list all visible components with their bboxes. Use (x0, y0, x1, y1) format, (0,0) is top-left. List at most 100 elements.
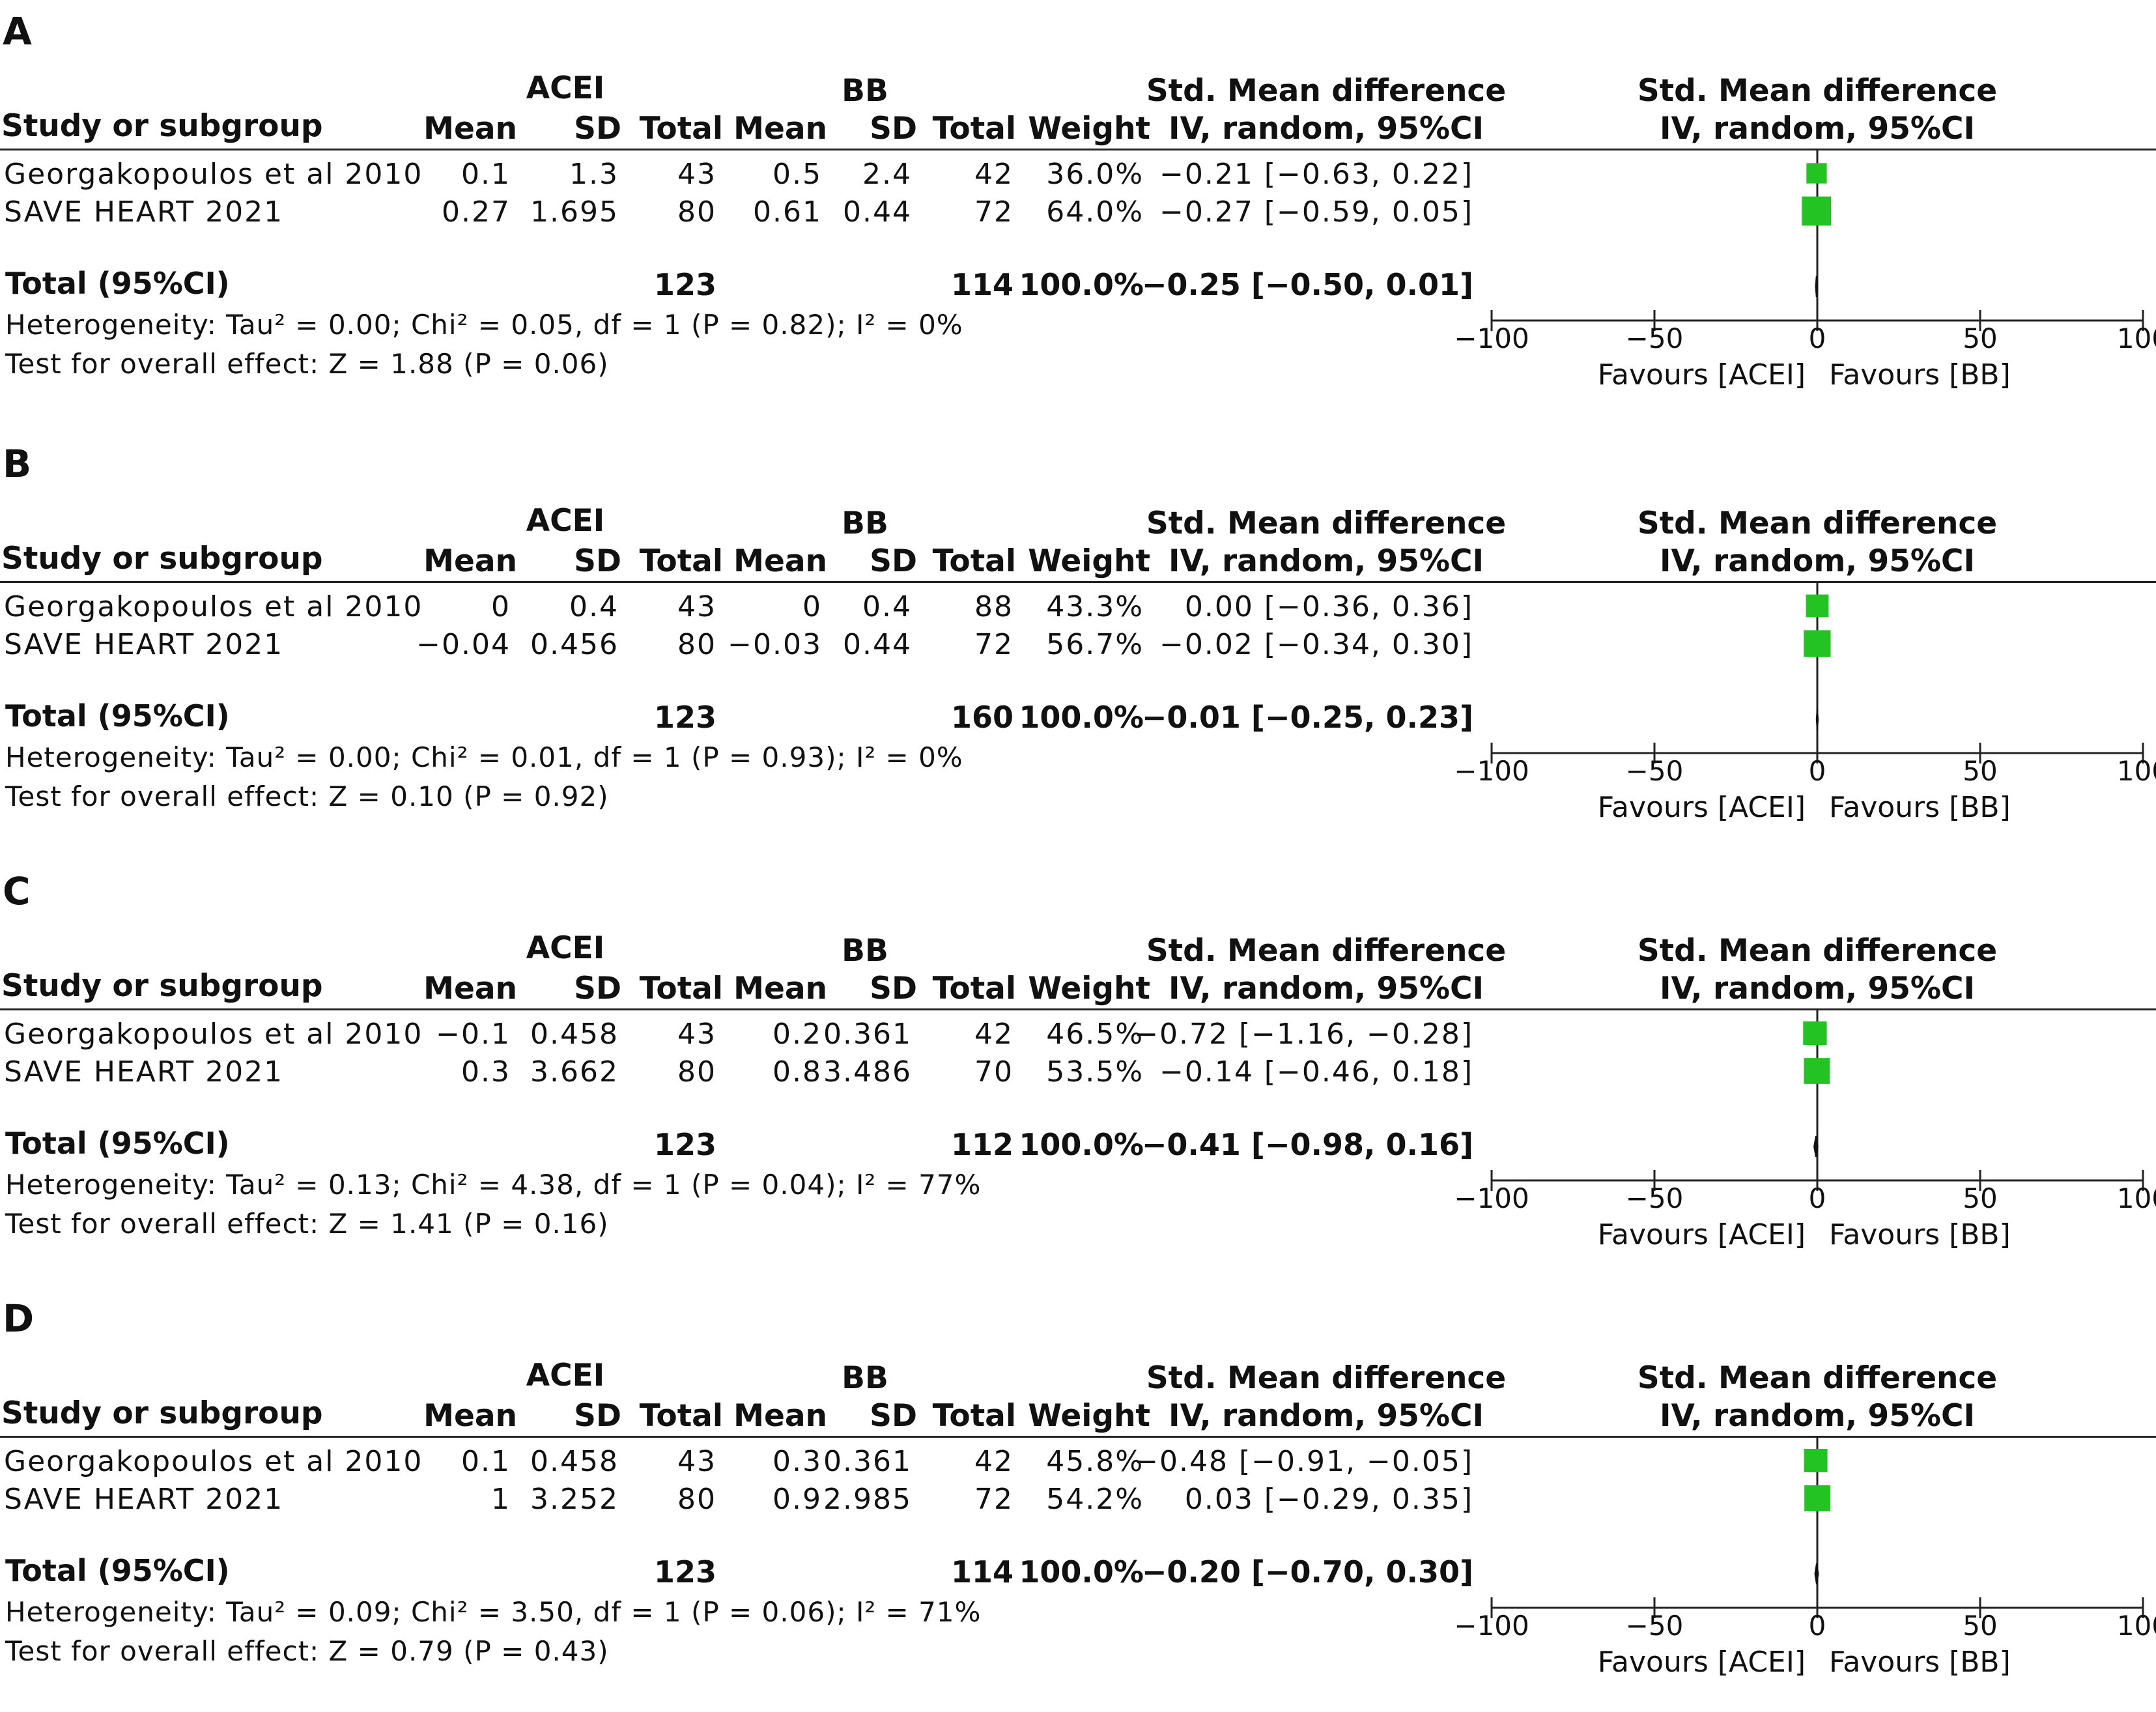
total-ci: −0.41 [−0.98, 0.16] (1141, 1127, 1473, 1162)
plot-method-header: IV, random, 95%CI (1660, 543, 1975, 579)
total1-header: Total (639, 543, 723, 579)
sd2-header: SD (870, 971, 917, 1006)
pooled-diamond (1813, 1135, 1819, 1158)
forest-panel: C ACEI BB Std. Mean difference Std. Mean… (0, 860, 2156, 1285)
sd2-cell: 0.44 (843, 195, 912, 229)
sd1-cell: 1.695 (530, 195, 619, 229)
header-rule (0, 1436, 2156, 1438)
effect-method-header: IV, random, 95%CI (1169, 1398, 1484, 1434)
panel-label: D (3, 1296, 35, 1341)
x-tick-label: 0 (1809, 755, 1826, 787)
mean2-header: Mean (733, 111, 827, 147)
sd2-cell: 0.44 (843, 628, 912, 661)
pooled-diamond (1815, 708, 1819, 730)
total2-header: Total (932, 1398, 1016, 1434)
favours-left-label: Favours [ACEI] (1598, 791, 1806, 824)
total2-sum: 114 (950, 267, 1014, 302)
group2-header: BB (842, 933, 888, 969)
group1-header: ACEI (526, 1358, 605, 1393)
total1-header: Total (639, 111, 723, 147)
favours-right-label: Favours [BB] (1829, 358, 2011, 392)
plot-title-header: Std. Mean difference (1637, 506, 1998, 541)
group2-header: BB (842, 506, 888, 541)
sd1-header: SD (574, 1398, 621, 1434)
sd1-header: SD (574, 543, 621, 579)
sd2-cell: 3.486 (823, 1055, 912, 1089)
weight-header: Weight (1028, 971, 1150, 1006)
forest-plot-area: −100 −50 0 50 100 Favours [ACEI] Favours [BB] (1454, 1437, 2156, 1679)
total1-sum: 123 (653, 267, 716, 302)
plot-method-header: IV, random, 95%CI (1660, 1398, 1975, 1434)
plot-title-header: Std. Mean difference (1637, 1360, 1998, 1396)
weight-header: Weight (1028, 1398, 1150, 1434)
sd2-header: SD (870, 543, 917, 579)
study-header: Study or subgroup (1, 108, 323, 144)
overall-effect-text: Test for overall effect: Z = 0.10 (P = 0… (5, 780, 609, 812)
header-rule (0, 1008, 2156, 1010)
x-tick-label: −100 (1454, 1610, 1529, 1642)
favours-right-label: Favours [BB] (1829, 791, 2011, 824)
x-tick-label: 100 (2117, 1610, 2156, 1642)
sd1-header: SD (574, 111, 621, 147)
total2-cell: 42 (974, 1445, 1014, 1478)
study-marker (1806, 594, 1829, 618)
forest-plot-area: −100 −50 0 50 100 Favours [ACEI] Favours [BB] (1454, 582, 2156, 824)
mean1-header: Mean (423, 543, 517, 579)
overall-effect-text: Test for overall effect: Z = 1.88 (P = 0… (5, 348, 609, 380)
group1-header: ACEI (526, 930, 605, 966)
plot-method-header: IV, random, 95%CI (1660, 111, 1975, 147)
group1-header: ACEI (526, 503, 605, 539)
weight-cell: 43.3% (1046, 590, 1144, 623)
x-tick-label: 100 (2117, 322, 2156, 354)
weight-cell: 56.7% (1046, 628, 1144, 661)
mean2-cell: 0.61 (753, 195, 822, 229)
forest-panel: B ACEI BB Std. Mean difference Std. Mean… (0, 433, 2156, 857)
sd2-cell: 2.985 (823, 1483, 912, 1516)
sd1-cell: 0.4 (569, 590, 619, 623)
total2-cell: 42 (974, 1018, 1014, 1051)
total1-sum: 123 (653, 700, 716, 735)
total2-cell: 72 (974, 628, 1014, 661)
total-ci: −0.01 [−0.25, 0.23] (1141, 700, 1473, 735)
mean1-cell: −0.04 (416, 628, 511, 661)
total1-cell: 80 (677, 1483, 716, 1516)
total2-cell: 72 (974, 195, 1014, 229)
study-name: SAVE HEART 2021 (4, 1483, 284, 1516)
total-label: Total (95%CI) (5, 1553, 230, 1588)
ci-cell: −0.02 [−0.34, 0.30] (1159, 628, 1473, 661)
x-tick-label: 0 (1809, 1182, 1826, 1214)
total-weight: 100.0% (1019, 1127, 1144, 1162)
mean1-cell: −0.1 (436, 1018, 511, 1051)
sd1-cell: 0.458 (530, 1445, 619, 1478)
study-marker (1806, 163, 1827, 184)
sd2-header: SD (870, 111, 917, 147)
effect-method-header: IV, random, 95%CI (1169, 971, 1484, 1006)
mean2-header: Mean (733, 971, 827, 1006)
total2-header: Total (932, 543, 1016, 579)
total-weight: 100.0% (1019, 700, 1144, 735)
total-weight: 100.0% (1019, 1554, 1144, 1590)
ci-cell: −0.48 [−0.91, −0.05] (1134, 1445, 1473, 1478)
total1-cell: 43 (677, 158, 716, 191)
x-tick-label: −50 (1626, 755, 1684, 787)
mean2-cell: 0.8 (773, 1055, 822, 1089)
total2-cell: 72 (974, 1483, 1014, 1516)
effect-title-header: Std. Mean difference (1146, 1360, 1507, 1396)
total1-header: Total (639, 1398, 723, 1434)
mean1-cell: 0.3 (461, 1055, 511, 1089)
forest-plot-area: −100 −50 0 50 100 Favours [ACEI] Favours [BB] (1454, 150, 2156, 392)
mean1-header: Mean (423, 111, 517, 147)
study-name: Georgakopoulos et al 2010 (4, 590, 423, 623)
effect-method-header: IV, random, 95%CI (1169, 111, 1484, 147)
total1-sum: 123 (653, 1127, 716, 1162)
ci-cell: −0.27 [−0.59, 0.05] (1159, 195, 1473, 229)
study-marker (1803, 1021, 1827, 1046)
mean2-cell: −0.03 (728, 628, 822, 661)
favours-right-label: Favours [BB] (1829, 1218, 2011, 1251)
x-tick-label: −50 (1626, 322, 1684, 354)
group2-header: BB (842, 73, 888, 109)
sd1-cell: 3.252 (530, 1483, 619, 1516)
weight-cell: 36.0% (1046, 158, 1144, 191)
mean2-header: Mean (733, 1398, 827, 1434)
plot-title-header: Std. Mean difference (1637, 933, 1998, 969)
